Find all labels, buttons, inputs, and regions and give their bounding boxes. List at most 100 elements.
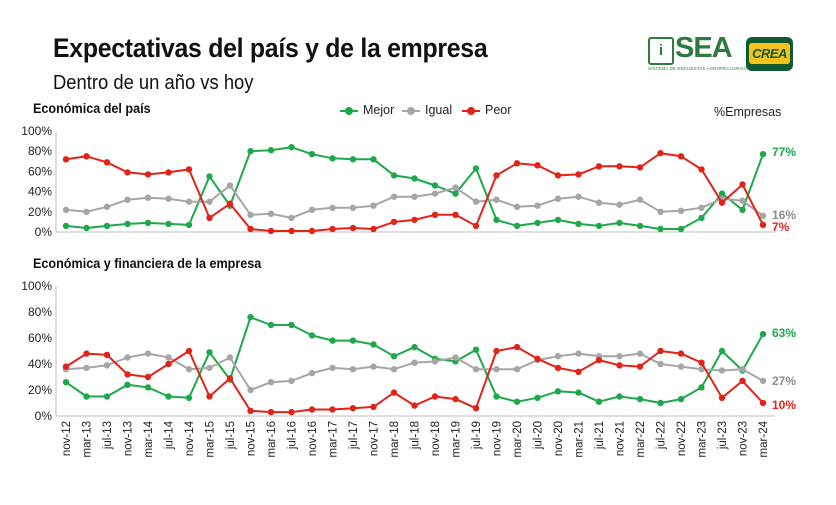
page-title: Expectativas del país y de la empresa [53, 33, 488, 63]
chart-2-x-tick-label: jul-21 [594, 421, 606, 450]
chart-2-point-mejor [165, 393, 172, 400]
chart-2-point-peor [144, 373, 152, 381]
chart-2-point-peor [411, 402, 418, 409]
chart-2-point-peor [247, 407, 254, 414]
chart-1-y-tick-label: 40% [28, 185, 52, 199]
chart-1-point-peor [329, 225, 336, 233]
chart-1-point-peor [636, 164, 644, 171]
chart-2-point-mejor [288, 321, 295, 329]
chart-1-point-igual [103, 203, 111, 210]
chart-1-point-mejor [411, 175, 418, 182]
chart-2-point-peor [165, 360, 172, 368]
chart-2-x-tick-label: jul-22 [656, 421, 668, 450]
chart-1-point-igual [636, 196, 644, 203]
chart-1-point-igual [62, 206, 70, 213]
sea-logo-word: SEA [675, 32, 733, 64]
chart-1-point-peor [718, 199, 726, 206]
chart-2-point-mejor [247, 314, 254, 321]
chart-1-point-igual [288, 214, 295, 222]
chart-2-x-tick-label: jul-20 [533, 421, 545, 450]
chart-2-point-peor [595, 356, 603, 364]
chart-2-point-igual [759, 377, 767, 385]
chart-2-point-mejor [657, 399, 664, 407]
chart-1-point-igual [452, 184, 459, 191]
chart-2-point-mejor [595, 398, 603, 405]
chart-1-point-mejor [62, 222, 70, 230]
chart-1-point-igual [575, 193, 582, 200]
chart-1-point-peor [185, 166, 193, 173]
chart-1-point-peor [288, 227, 295, 235]
chart-1-point-peor [677, 153, 685, 160]
chart-2-point-igual [739, 366, 746, 373]
chart-1-end-label-mejor: 77% [772, 145, 796, 159]
chart-2-x-tick-label: mar-18 [389, 421, 401, 457]
chart-2-point-mejor [62, 379, 70, 386]
chart-2-point-mejor [759, 330, 767, 338]
chart-2-x-tick-label: jul-23 [717, 421, 729, 450]
chart-2-point-peor [677, 350, 685, 357]
chart-2-point-igual [226, 354, 234, 361]
chart-2-x-tick-label: mar-14 [143, 420, 155, 457]
chart-2-point-igual [247, 386, 254, 394]
legend-label-peor: Peor [485, 103, 512, 117]
chart-2-point-peor [534, 355, 541, 362]
chart-2-point-mejor [554, 388, 562, 395]
chart-2-x-tick-label: nov-22 [676, 421, 688, 456]
chart-1-point-mejor [103, 222, 111, 230]
legend-label-igual: Igual [425, 103, 453, 117]
chart-2-point-peor [452, 395, 459, 403]
chart-1-point-mejor [534, 219, 541, 227]
chart-2-point-igual [185, 366, 193, 373]
chart-1-point-mejor [739, 206, 746, 213]
chart-2-point-mejor [349, 337, 357, 344]
chart-1-point-mejor [554, 216, 562, 224]
chart-2-point-igual [165, 354, 172, 361]
chart-1-point-peor [308, 227, 316, 235]
chart-1-point-mejor [431, 182, 439, 189]
chart-2-point-igual [411, 359, 418, 366]
chart-2-point-mejor [575, 389, 582, 396]
chart-2-end-label-peor: 10% [772, 398, 796, 412]
chart-2-point-igual [718, 367, 726, 374]
chart-1-point-peor [554, 172, 562, 179]
chart-1-point-peor [431, 211, 439, 218]
chart-2-point-igual [452, 354, 459, 361]
chart-2-y-tick-label: 80% [28, 305, 52, 319]
chart-1-point-mejor [595, 222, 603, 230]
chart-2-point-peor [349, 405, 357, 412]
chart-2-point-peor [698, 359, 705, 366]
chart-1-point-mejor [472, 165, 480, 172]
legend-swatch-peor [462, 107, 480, 115]
chart-1-point-mejor [185, 221, 193, 229]
chart-2-point-peor [370, 403, 377, 411]
chart-2-point-igual [493, 366, 500, 373]
chart-1-point-igual [370, 202, 377, 209]
chart-1-point-mejor [144, 219, 152, 227]
chart-2-point-peor [493, 347, 500, 355]
chart-2-x-tick-label: nov-20 [553, 421, 565, 456]
chart-2-point-igual [472, 366, 480, 373]
chart-1-point-mejor [370, 156, 377, 163]
chart-1-point-igual [165, 195, 172, 202]
chart-2-point-mejor [718, 347, 726, 355]
chart-2-x-tick-label: mar-23 [697, 421, 709, 457]
chart-1-point-peor [616, 163, 623, 170]
chart-1-y-tick-label: 100% [21, 124, 52, 138]
chart-2-point-peor [739, 377, 746, 385]
chart-1-point-igual [247, 211, 254, 218]
chart-1-end-label-peor: 7% [772, 220, 790, 234]
chart-1-point-igual [698, 204, 705, 211]
chart-1-point-mejor [616, 219, 623, 227]
chart-1-point-igual [267, 210, 275, 217]
chart-2-point-mejor [103, 393, 111, 400]
chart-2-point-peor [83, 350, 90, 357]
chart-2-point-peor [308, 406, 316, 413]
chart-1-point-peor [595, 163, 603, 170]
chart-2-x-tick-label: jul-18 [410, 421, 422, 450]
chart-2-x-tick-label: jul-15 [225, 421, 237, 450]
chart-2-point-mejor [370, 341, 377, 348]
chart-1-point-peor [165, 169, 172, 176]
chart-2-point-mejor [534, 394, 541, 401]
chart-1-point-mejor [636, 222, 644, 230]
